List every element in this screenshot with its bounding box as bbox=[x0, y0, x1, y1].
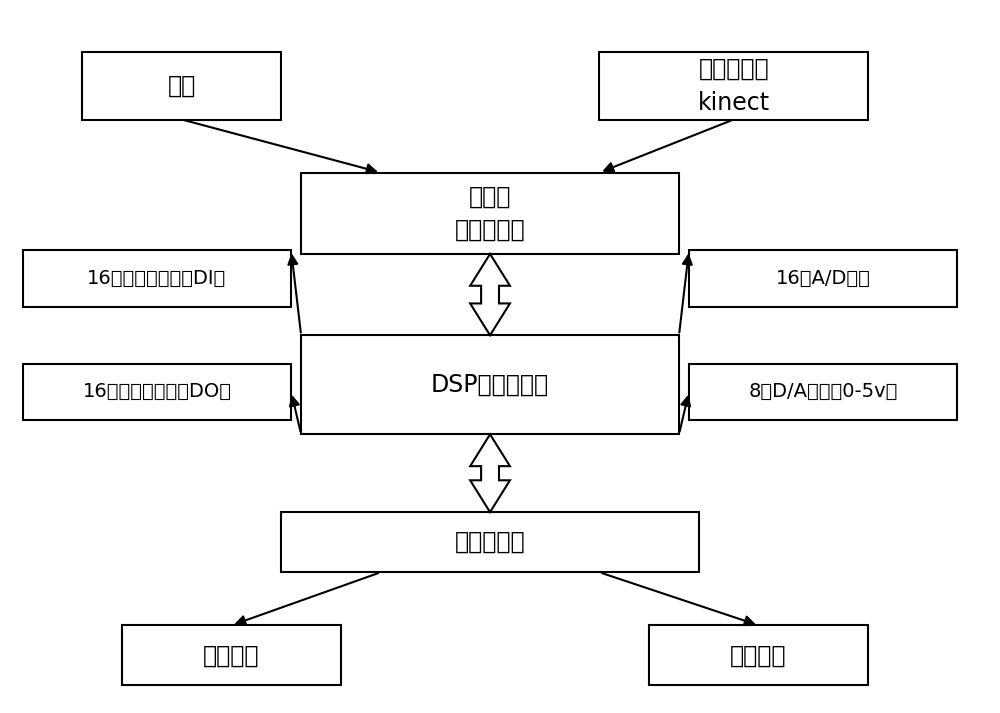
FancyBboxPatch shape bbox=[301, 173, 679, 254]
Text: 右轮电机: 右轮电机 bbox=[730, 643, 787, 667]
Text: 体感传感器
kinect: 体感传感器 kinect bbox=[698, 57, 770, 115]
FancyBboxPatch shape bbox=[82, 52, 281, 120]
Text: 16路数字量输出（DO）: 16路数字量输出（DO） bbox=[82, 382, 231, 401]
FancyBboxPatch shape bbox=[649, 625, 868, 685]
FancyBboxPatch shape bbox=[301, 335, 679, 434]
FancyBboxPatch shape bbox=[281, 512, 699, 573]
Text: 手柄: 手柄 bbox=[168, 74, 196, 98]
Text: 工控板
（上位机）: 工控板 （上位机） bbox=[455, 185, 525, 242]
Text: 左轮电机: 左轮电机 bbox=[203, 643, 260, 667]
FancyBboxPatch shape bbox=[122, 625, 341, 685]
FancyBboxPatch shape bbox=[23, 364, 291, 420]
FancyBboxPatch shape bbox=[689, 250, 957, 307]
FancyBboxPatch shape bbox=[689, 364, 957, 420]
Text: 电机驱动器: 电机驱动器 bbox=[455, 530, 525, 554]
Polygon shape bbox=[470, 434, 510, 512]
Text: 16路数字量输入（DI）: 16路数字量输入（DI） bbox=[87, 270, 227, 288]
Text: 16路A/D输入: 16路A/D输入 bbox=[776, 270, 871, 288]
FancyBboxPatch shape bbox=[23, 250, 291, 307]
Text: DSP运动控制卡: DSP运动控制卡 bbox=[431, 373, 549, 397]
Text: 8路D/A输出（0-5v）: 8路D/A输出（0-5v） bbox=[749, 382, 898, 401]
Polygon shape bbox=[470, 254, 510, 335]
FancyBboxPatch shape bbox=[599, 52, 868, 120]
